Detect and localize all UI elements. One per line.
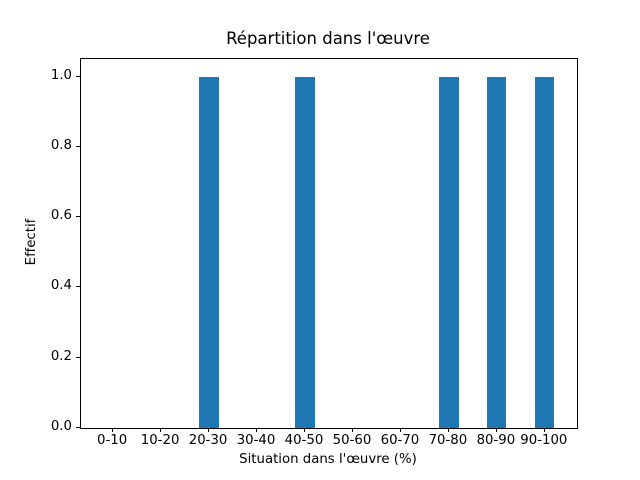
- x-tick-mark: [543, 428, 545, 432]
- chart-title: Répartition dans l'œuvre: [226, 29, 430, 48]
- x-tick-label: 60-70: [380, 433, 420, 448]
- y-tick-mark: [76, 286, 80, 288]
- y-tick-mark: [76, 427, 80, 428]
- x-tick-label: 70-80: [428, 433, 468, 448]
- x-tick-label: 90-100: [520, 433, 568, 448]
- x-tick-mark: [256, 428, 258, 432]
- bar-40-50: [295, 76, 315, 428]
- bar-70-80: [439, 76, 459, 428]
- y-tick-label: 0.6: [50, 208, 72, 224]
- x-tick-label: 10-20: [140, 433, 180, 448]
- x-tick-label: 30-40: [236, 433, 276, 448]
- x-tick-label: 50-60: [332, 433, 372, 448]
- x-tick-mark: [495, 428, 497, 432]
- plot-area: [80, 58, 578, 429]
- y-tick-label: 0.8: [50, 137, 72, 153]
- y-tick-mark: [76, 145, 80, 147]
- x-tick-mark: [447, 428, 449, 432]
- x-tick-mark: [351, 428, 353, 432]
- y-axis-label: Effectif: [24, 218, 39, 266]
- x-tick-label: 40-50: [284, 433, 324, 448]
- x-tick-mark: [208, 428, 210, 432]
- x-tick-label: 0-10: [97, 433, 128, 448]
- y-tick-mark: [76, 75, 80, 77]
- x-tick-mark: [304, 428, 305, 432]
- bar-20-30: [199, 76, 219, 428]
- y-tick-label: 1.0: [50, 67, 72, 83]
- x-tick-mark: [112, 428, 114, 432]
- x-tick-mark: [160, 428, 162, 432]
- bar-90-100: [535, 76, 555, 428]
- y-tick-label: 0.4: [50, 278, 72, 294]
- x-tick-label: 20-30: [188, 433, 228, 448]
- y-tick-mark: [76, 356, 80, 358]
- x-axis-label: Situation dans l'œuvre (%): [239, 452, 417, 467]
- y-tick-label: 0.0: [50, 419, 72, 434]
- y-tick-label: 0.2: [50, 348, 72, 364]
- x-tick-label: 80-90: [476, 433, 516, 448]
- x-tick-mark: [399, 428, 401, 432]
- bar-80-90: [487, 76, 507, 428]
- y-tick-mark: [76, 216, 80, 218]
